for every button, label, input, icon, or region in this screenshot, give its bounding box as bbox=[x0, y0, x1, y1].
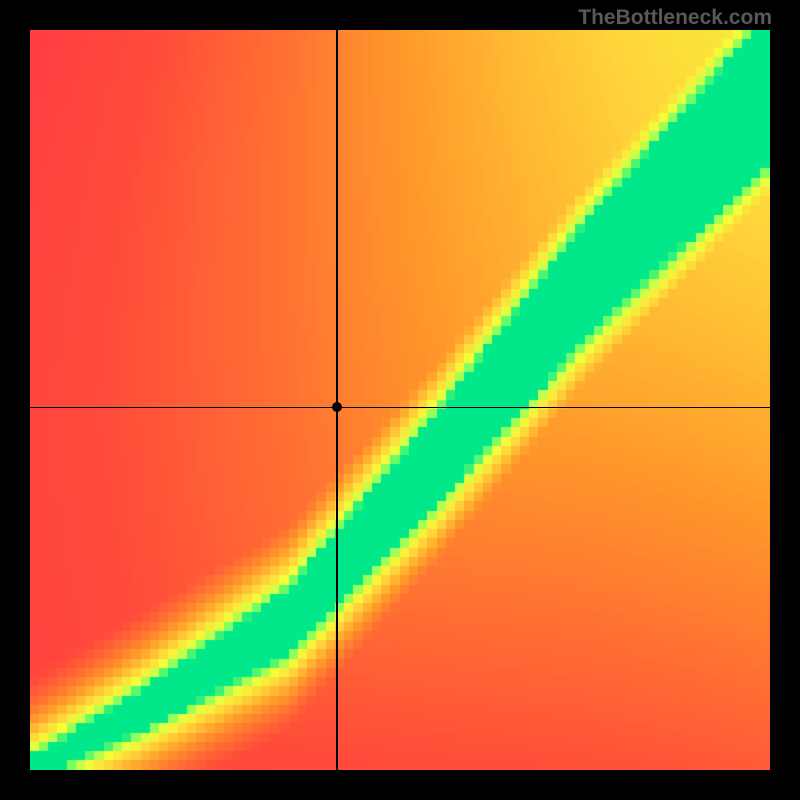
selected-point-marker bbox=[332, 402, 342, 412]
bottleneck-heatmap bbox=[30, 30, 770, 770]
crosshair-vertical bbox=[336, 30, 338, 770]
crosshair-horizontal bbox=[30, 407, 770, 409]
chart-container: TheBottleneck.com bbox=[0, 0, 800, 800]
watermark-text: TheBottleneck.com bbox=[578, 6, 772, 30]
